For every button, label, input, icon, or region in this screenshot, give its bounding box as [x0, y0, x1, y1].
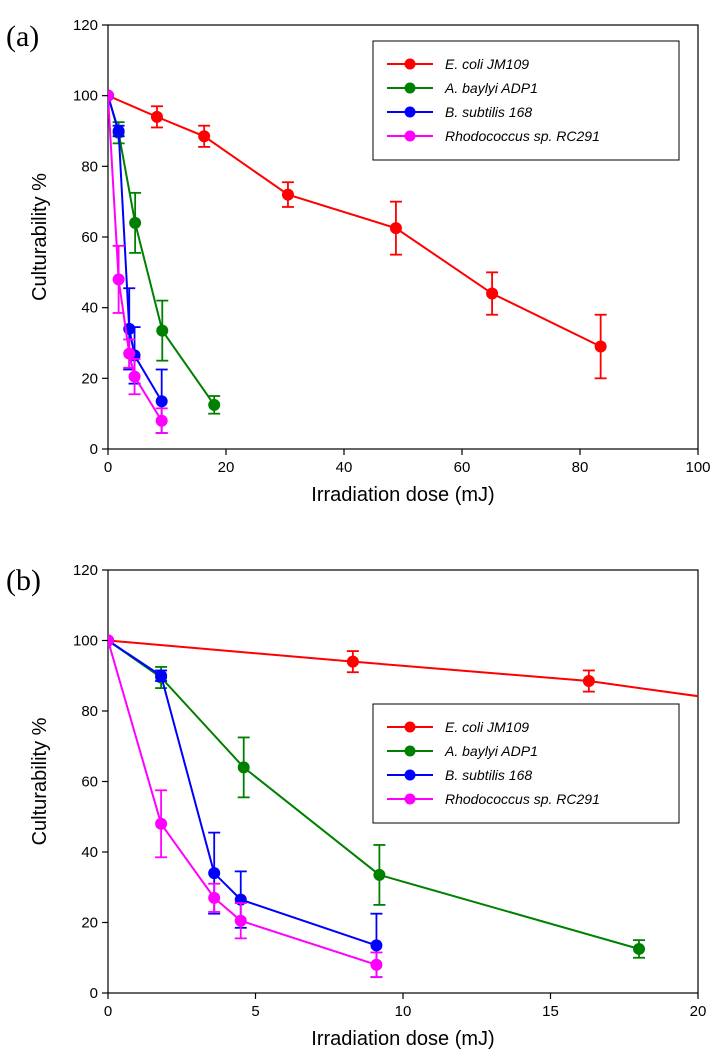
legend-swatch-marker [404, 721, 416, 733]
legend: E. coli JM109 A. baylyi ADP1 B. subtilis 1… [372, 40, 680, 161]
x-axis-title: Irradiation dose (mJ) [311, 484, 494, 506]
x-tick-label: 60 [454, 459, 471, 476]
x-tick-label: 10 [395, 1003, 412, 1020]
data-point [486, 287, 499, 300]
y-tick-label: 80 [81, 158, 98, 175]
y-axis-title: Culturability % [29, 173, 51, 301]
data-point [237, 761, 250, 774]
data-point [112, 273, 125, 286]
x-tick-label: 0 [104, 1003, 112, 1020]
legend-label: A. baylyi ADP1 [444, 743, 538, 759]
data-point [150, 110, 163, 123]
data-point [123, 347, 136, 360]
data-point [633, 942, 645, 955]
y-tick-label: 60 [81, 229, 98, 246]
legend-item: Rhodococcus sp. RC291 [387, 791, 600, 807]
x-tick-label: 40 [336, 459, 353, 476]
legend-item: E. coli JM109 [387, 56, 529, 72]
plot-area [108, 634, 698, 979]
legend-item: A. baylyi ADP1 [387, 743, 538, 759]
chart-panel-1: (a) 0 20 40 60 80 100 120 0 20 40 60 80 100 Irradiatio… [6, 17, 711, 506]
data-point [155, 669, 168, 682]
series-4 [108, 634, 383, 979]
data-point [108, 89, 114, 102]
series-line [108, 95, 216, 406]
series-1 [108, 89, 607, 380]
x-tick-label: 5 [251, 1003, 259, 1020]
data-point [155, 817, 168, 830]
data-point [155, 395, 168, 408]
data-point [208, 891, 221, 904]
y-tick-label: 100 [73, 633, 98, 650]
legend-swatch-marker [404, 769, 416, 781]
data-point [234, 914, 247, 927]
x-tick-label: 80 [572, 459, 589, 476]
data-point [373, 868, 386, 881]
panel-label: (a) [6, 20, 39, 53]
legend-box [372, 40, 680, 161]
data-point [208, 398, 221, 411]
data-point [389, 222, 402, 235]
y-tick-label: 80 [81, 703, 98, 720]
legend-label: Rhodococcus sp. RC291 [445, 791, 600, 807]
panel-label: (b) [6, 564, 41, 597]
data-point [155, 414, 168, 427]
data-point [281, 188, 294, 201]
x-axis-title: Irradiation dose (mJ) [311, 1028, 494, 1050]
data-point [108, 634, 114, 647]
legend-item: Rhodococcus sp. RC291 [387, 128, 600, 144]
legend-item: B. subtilis 168 [387, 104, 532, 120]
legend-item: A. baylyi ADP1 [387, 80, 538, 96]
data-point [370, 958, 383, 971]
data-point [128, 370, 141, 383]
y-tick-label: 40 [81, 300, 98, 317]
legend-item: E. coli JM109 [387, 719, 529, 735]
y-tick-label: 120 [73, 17, 98, 34]
legend-swatch-marker [404, 130, 416, 142]
data-point [594, 340, 607, 353]
chart-panel-2: (b) 0 20 40 60 80 100 120 0 5 10 15 20 Irradiation do… [6, 562, 707, 1050]
legend-label: E. coli JM109 [445, 56, 529, 72]
x-tick-label: 20 [218, 459, 235, 476]
y-tick-label: 120 [73, 562, 98, 579]
y-tick-label: 20 [81, 370, 98, 387]
data-point [156, 324, 169, 337]
x-tick-label: 15 [542, 1003, 559, 1020]
data-point [129, 216, 142, 229]
y-tick-label: 60 [81, 774, 98, 791]
legend-swatch-marker [404, 106, 416, 118]
x-tick-label: 0 [104, 459, 112, 476]
data-point [346, 655, 359, 668]
legend-label: B. subtilis 168 [445, 767, 532, 783]
legend-label: E. coli JM109 [445, 719, 529, 735]
legend-swatch-marker [404, 793, 416, 805]
plot-area [108, 89, 607, 435]
y-tick-label: 100 [73, 88, 98, 105]
y-tick-label: 0 [90, 985, 98, 1002]
data-point [370, 939, 383, 952]
y-tick-label: 0 [90, 441, 98, 458]
data-point [582, 675, 595, 688]
legend-item: B. subtilis 168 [387, 767, 532, 783]
legend-label: Rhodococcus sp. RC291 [445, 128, 600, 144]
data-point [112, 125, 125, 137]
y-tick-label: 40 [81, 844, 98, 861]
legend: E. coli JM109 A. baylyi ADP1 B. subtilis 1… [372, 703, 680, 824]
legend-swatch-marker [404, 82, 416, 94]
legend-swatch-marker [404, 58, 416, 70]
series-4 [108, 89, 168, 435]
data-point [208, 867, 221, 880]
x-tick-label: 20 [690, 1003, 707, 1020]
legend-box [372, 703, 680, 824]
data-point [198, 130, 211, 143]
legend-label: B. subtilis 168 [445, 104, 532, 120]
legend-swatch-marker [404, 745, 416, 757]
y-tick-label: 20 [81, 915, 98, 932]
legend-label: A. baylyi ADP1 [444, 80, 538, 96]
x-tick-label: 100 [685, 459, 710, 476]
y-axis-title: Culturability % [29, 717, 51, 845]
